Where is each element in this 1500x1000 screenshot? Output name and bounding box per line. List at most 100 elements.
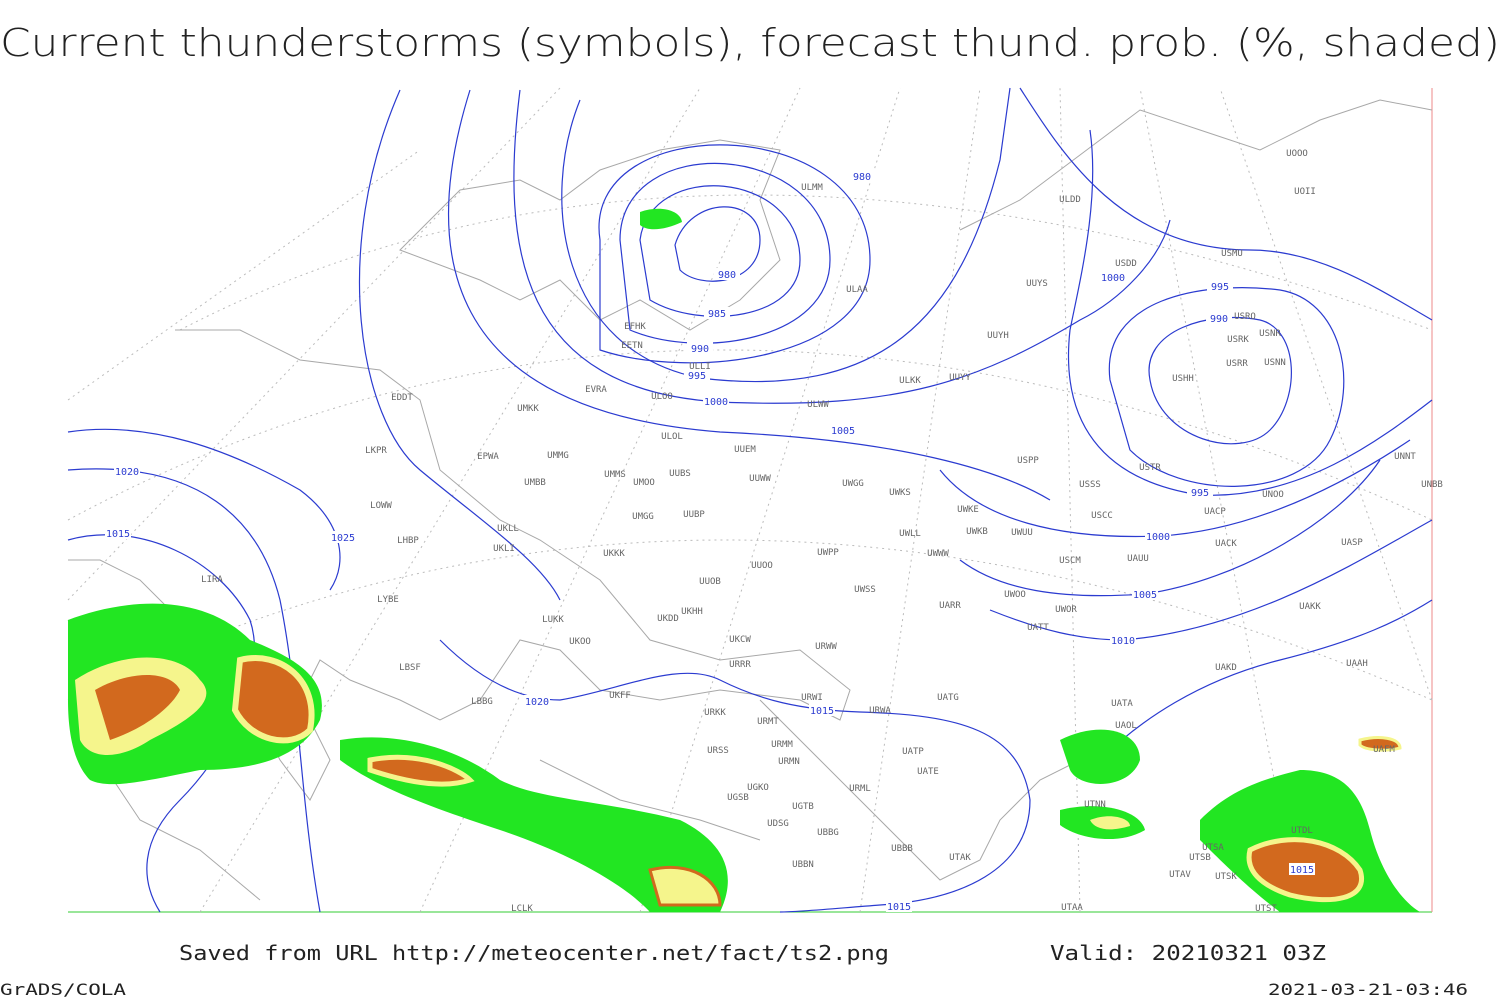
- station-label: UKDD: [657, 614, 679, 624]
- station-label: UGTB: [792, 802, 814, 812]
- station-label: UUOO: [751, 561, 773, 571]
- station-label: UWPP: [817, 548, 839, 558]
- station-label: URSS: [707, 746, 729, 756]
- station-label: UNOO: [1262, 490, 1284, 500]
- isobar-label-bg: [524, 695, 550, 707]
- credit: GrADS/COLA: [0, 980, 126, 999]
- station-label: UOII: [1294, 187, 1316, 197]
- station-labels: ULMM ULDD UOOO UOII USDD USMU UUYS ULAA USRO USRK…: [201, 149, 1443, 914]
- station-label: UTAA: [1061, 903, 1083, 913]
- station-label: EVRA: [585, 385, 607, 395]
- station-label: URWW: [815, 642, 837, 652]
- station-label: LCLK: [511, 904, 533, 914]
- station-label: UAKD: [1215, 663, 1237, 673]
- station-label: UNNT: [1394, 452, 1416, 462]
- isobar-label: 985: [708, 309, 726, 320]
- timestamp: 2021-03-21-03:46: [1268, 980, 1468, 999]
- station-label: UATA: [1111, 699, 1133, 709]
- station-label: UMMS: [604, 470, 626, 480]
- station-label: URKK: [704, 708, 726, 718]
- isobar-label-bg: [1100, 271, 1126, 283]
- source-url: Saved from URL http://meteocenter.net/fa…: [179, 941, 889, 965]
- station-label: UKOO: [569, 637, 591, 647]
- station-label: USNR: [1259, 329, 1281, 339]
- isobar-label: 1015: [1290, 865, 1314, 876]
- station-label: USRR: [1226, 359, 1248, 369]
- valid-time: Valid: 20210321 03Z: [1050, 941, 1326, 965]
- station-label: ULOL: [661, 432, 683, 442]
- isobar-label: 1020: [115, 467, 139, 478]
- thunderstorm-probability: [68, 208, 1420, 912]
- isobar-label-bg: [687, 342, 713, 354]
- station-label: UUBP: [683, 510, 705, 520]
- isobar-label: 980: [718, 270, 736, 281]
- isobar-labels: 980 980 985 990 995 1000 1005 1020 1015 1025 1020 1…: [105, 170, 1315, 913]
- station-label: UGKO: [747, 783, 769, 793]
- station-label: URRR: [729, 660, 751, 670]
- isobar-label-bg: [1206, 312, 1232, 324]
- isobar-label: 1020: [525, 697, 549, 708]
- station-label: UAUU: [1127, 554, 1149, 564]
- station-label: UWUU: [1011, 528, 1033, 538]
- isobar-label: 995: [1211, 282, 1229, 293]
- station-label: UARR: [939, 601, 961, 611]
- station-label: USPP: [1017, 456, 1039, 466]
- station-label: ULWW: [807, 400, 829, 410]
- isobar-label-bg: [886, 900, 912, 912]
- isobar-label: 1025: [331, 533, 355, 544]
- station-label: UUBS: [669, 469, 691, 479]
- station-label: URWA: [869, 706, 891, 716]
- isobar-label-bg: [1289, 863, 1315, 875]
- station-label: UUOB: [699, 577, 721, 587]
- station-label: UWKB: [966, 527, 988, 537]
- station-label: LBBG: [471, 697, 493, 707]
- isobar-label-bg: [1110, 634, 1136, 646]
- station-label: UUYS: [1026, 279, 1048, 289]
- station-label: UNBB: [1421, 480, 1443, 490]
- station-label: LYBE: [377, 595, 399, 605]
- isobar-label-bg: [105, 527, 131, 539]
- station-label: USMU: [1221, 249, 1243, 259]
- station-label: UATG: [937, 693, 959, 703]
- isobar-label-bg: [830, 424, 856, 436]
- station-label: UATP: [902, 747, 924, 757]
- station-label: UDSG: [767, 819, 789, 829]
- station-label: UGSB: [727, 793, 749, 803]
- station-label: ULKK: [899, 376, 921, 386]
- isobar-label: 990: [691, 344, 709, 355]
- station-label: URMM: [771, 740, 793, 750]
- isobar-label: 1005: [1133, 590, 1157, 601]
- station-label: UATE: [917, 767, 939, 777]
- station-label: ULAA: [846, 285, 868, 295]
- station-label: UMMG: [547, 451, 569, 461]
- isobar-label-bg: [703, 395, 729, 407]
- station-label: UTSK: [1215, 872, 1237, 882]
- station-label: USDD: [1115, 259, 1137, 269]
- station-label: ULDD: [1059, 195, 1081, 205]
- station-label: UAFM: [1373, 745, 1395, 755]
- station-label: UACP: [1204, 507, 1226, 517]
- station-label: UWKE: [957, 505, 979, 515]
- station-label: URML: [849, 784, 871, 794]
- isobar-label-bg: [1187, 486, 1213, 498]
- station-label: UTSB: [1189, 853, 1211, 863]
- station-label: LIRA: [201, 575, 223, 585]
- isobar-label: 1015: [810, 706, 834, 717]
- station-label: UTAK: [949, 853, 971, 863]
- station-label: USTR: [1139, 463, 1161, 473]
- station-label: UTDL: [1291, 826, 1313, 836]
- isobar-label-bg: [1132, 588, 1158, 600]
- isobar-label-bg: [1207, 280, 1233, 292]
- station-label: UUWW: [749, 474, 771, 484]
- station-label: UAKK: [1299, 602, 1321, 612]
- station-label: USRO: [1234, 312, 1256, 322]
- station-label: UWLL: [899, 529, 921, 539]
- station-label: EETN: [621, 341, 643, 351]
- isobar-label-bg: [809, 704, 835, 716]
- station-label: LKPR: [365, 446, 387, 456]
- station-label: UOOO: [1286, 149, 1308, 159]
- station-label: EDDT: [391, 393, 413, 403]
- map-frame: [68, 88, 1433, 913]
- station-label: ULOO: [651, 392, 673, 402]
- isobars: [67, 87, 1433, 913]
